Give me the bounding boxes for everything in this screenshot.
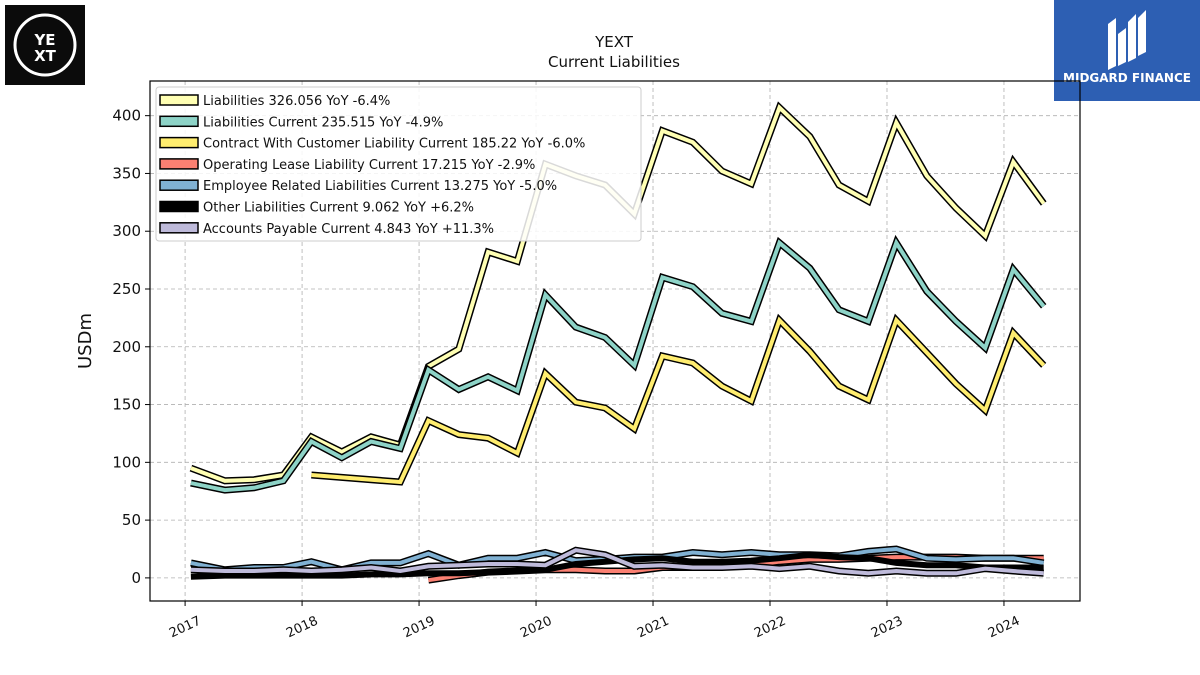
y-tick-label: 300 bbox=[112, 222, 141, 240]
x-tick-label: 2021 bbox=[635, 614, 671, 642]
svg-text:YE: YE bbox=[33, 31, 55, 49]
legend-swatch bbox=[159, 179, 199, 191]
series-outline bbox=[311, 313, 1047, 486]
legend-label: Liabilities Current 235.515 YoY -4.9% bbox=[203, 115, 443, 130]
legend-swatch bbox=[159, 115, 199, 128]
legend-label: Other Liabilities Current 9.062 YoY +6.2… bbox=[203, 201, 474, 216]
legend-item: Operating Lease Liability Current 17.215… bbox=[159, 158, 535, 173]
legend-item: Accounts Payable Current 4.843 YoY +11.3… bbox=[159, 222, 494, 237]
y-tick-label: 150 bbox=[112, 396, 141, 414]
legend-label: Accounts Payable Current 4.843 YoY +11.3… bbox=[203, 222, 494, 237]
legend-item: Employee Related Liabilities Current 13.… bbox=[159, 179, 557, 194]
x-tick-label: 2023 bbox=[869, 614, 905, 642]
svg-text:XT: XT bbox=[34, 47, 57, 65]
y-axis-label: USDm bbox=[75, 313, 96, 369]
plot-frame bbox=[149, 80, 1081, 602]
y-tick-label: 50 bbox=[122, 511, 141, 529]
legend-label: Operating Lease Liability Current 17.215… bbox=[203, 158, 535, 173]
legend-label: Contract With Customer Liability Current… bbox=[203, 137, 585, 152]
x-tick-label: 2018 bbox=[284, 614, 320, 642]
series-2 bbox=[311, 313, 1047, 486]
chart-subtitle: Current Liabilities bbox=[548, 53, 680, 71]
x-tick-label: 2022 bbox=[752, 614, 788, 642]
y-tick-label: 200 bbox=[112, 338, 141, 356]
legend-swatch bbox=[159, 158, 199, 170]
legend-swatch bbox=[159, 200, 199, 213]
x-tick-label: 2017 bbox=[167, 614, 203, 642]
y-axis: 0 50 100 150 200 250 300 350 400 bbox=[112, 107, 150, 587]
series-line bbox=[190, 548, 1044, 576]
series-line bbox=[190, 238, 1046, 493]
midgard-finance-text: MIDGARD FINANCE bbox=[1063, 71, 1191, 85]
yext-logo: YE XT bbox=[5, 5, 85, 85]
legend-swatch bbox=[159, 136, 199, 149]
series-line bbox=[311, 316, 1046, 485]
legend-box bbox=[155, 86, 642, 242]
x-tick-label: 2020 bbox=[518, 614, 554, 642]
y-tick-label: 250 bbox=[112, 280, 141, 298]
series-lines bbox=[189, 101, 1047, 584]
series-1 bbox=[190, 234, 1047, 494]
legend-item: Liabilities Current 235.515 YoY -4.9% bbox=[159, 115, 443, 130]
y-tick-label: 350 bbox=[112, 164, 141, 182]
series-outline bbox=[190, 234, 1047, 494]
x-axis: 2017 2018 2019 2020 2021 2022 2023 2024 bbox=[167, 601, 1022, 641]
x-tick-label: 2019 bbox=[401, 614, 437, 642]
legend-label: Employee Related Liabilities Current 13.… bbox=[203, 179, 557, 194]
midgard-finance-logo: MIDGARD FINANCE bbox=[1054, 0, 1200, 101]
legend: Liabilities 326.056 YoY -6.4% Liabilities… bbox=[155, 86, 642, 242]
legend-item: Other Liabilities Current 9.062 YoY +6.2… bbox=[159, 200, 474, 216]
legend-swatch bbox=[159, 94, 199, 106]
y-tick-label: 0 bbox=[131, 569, 141, 587]
series-6 bbox=[190, 546, 1044, 577]
legend-item: Liabilities 326.056 YoY -6.4% bbox=[159, 94, 390, 109]
y-tick-label: 400 bbox=[112, 107, 141, 125]
y-tick-label: 100 bbox=[112, 453, 141, 471]
chart-title: YEXT bbox=[594, 33, 634, 51]
legend-item: Contract With Customer Liability Current… bbox=[159, 136, 585, 152]
legend-label: Liabilities 326.056 YoY -6.4% bbox=[203, 94, 390, 109]
legend-swatch bbox=[159, 222, 199, 234]
x-tick-label: 2024 bbox=[986, 614, 1022, 642]
